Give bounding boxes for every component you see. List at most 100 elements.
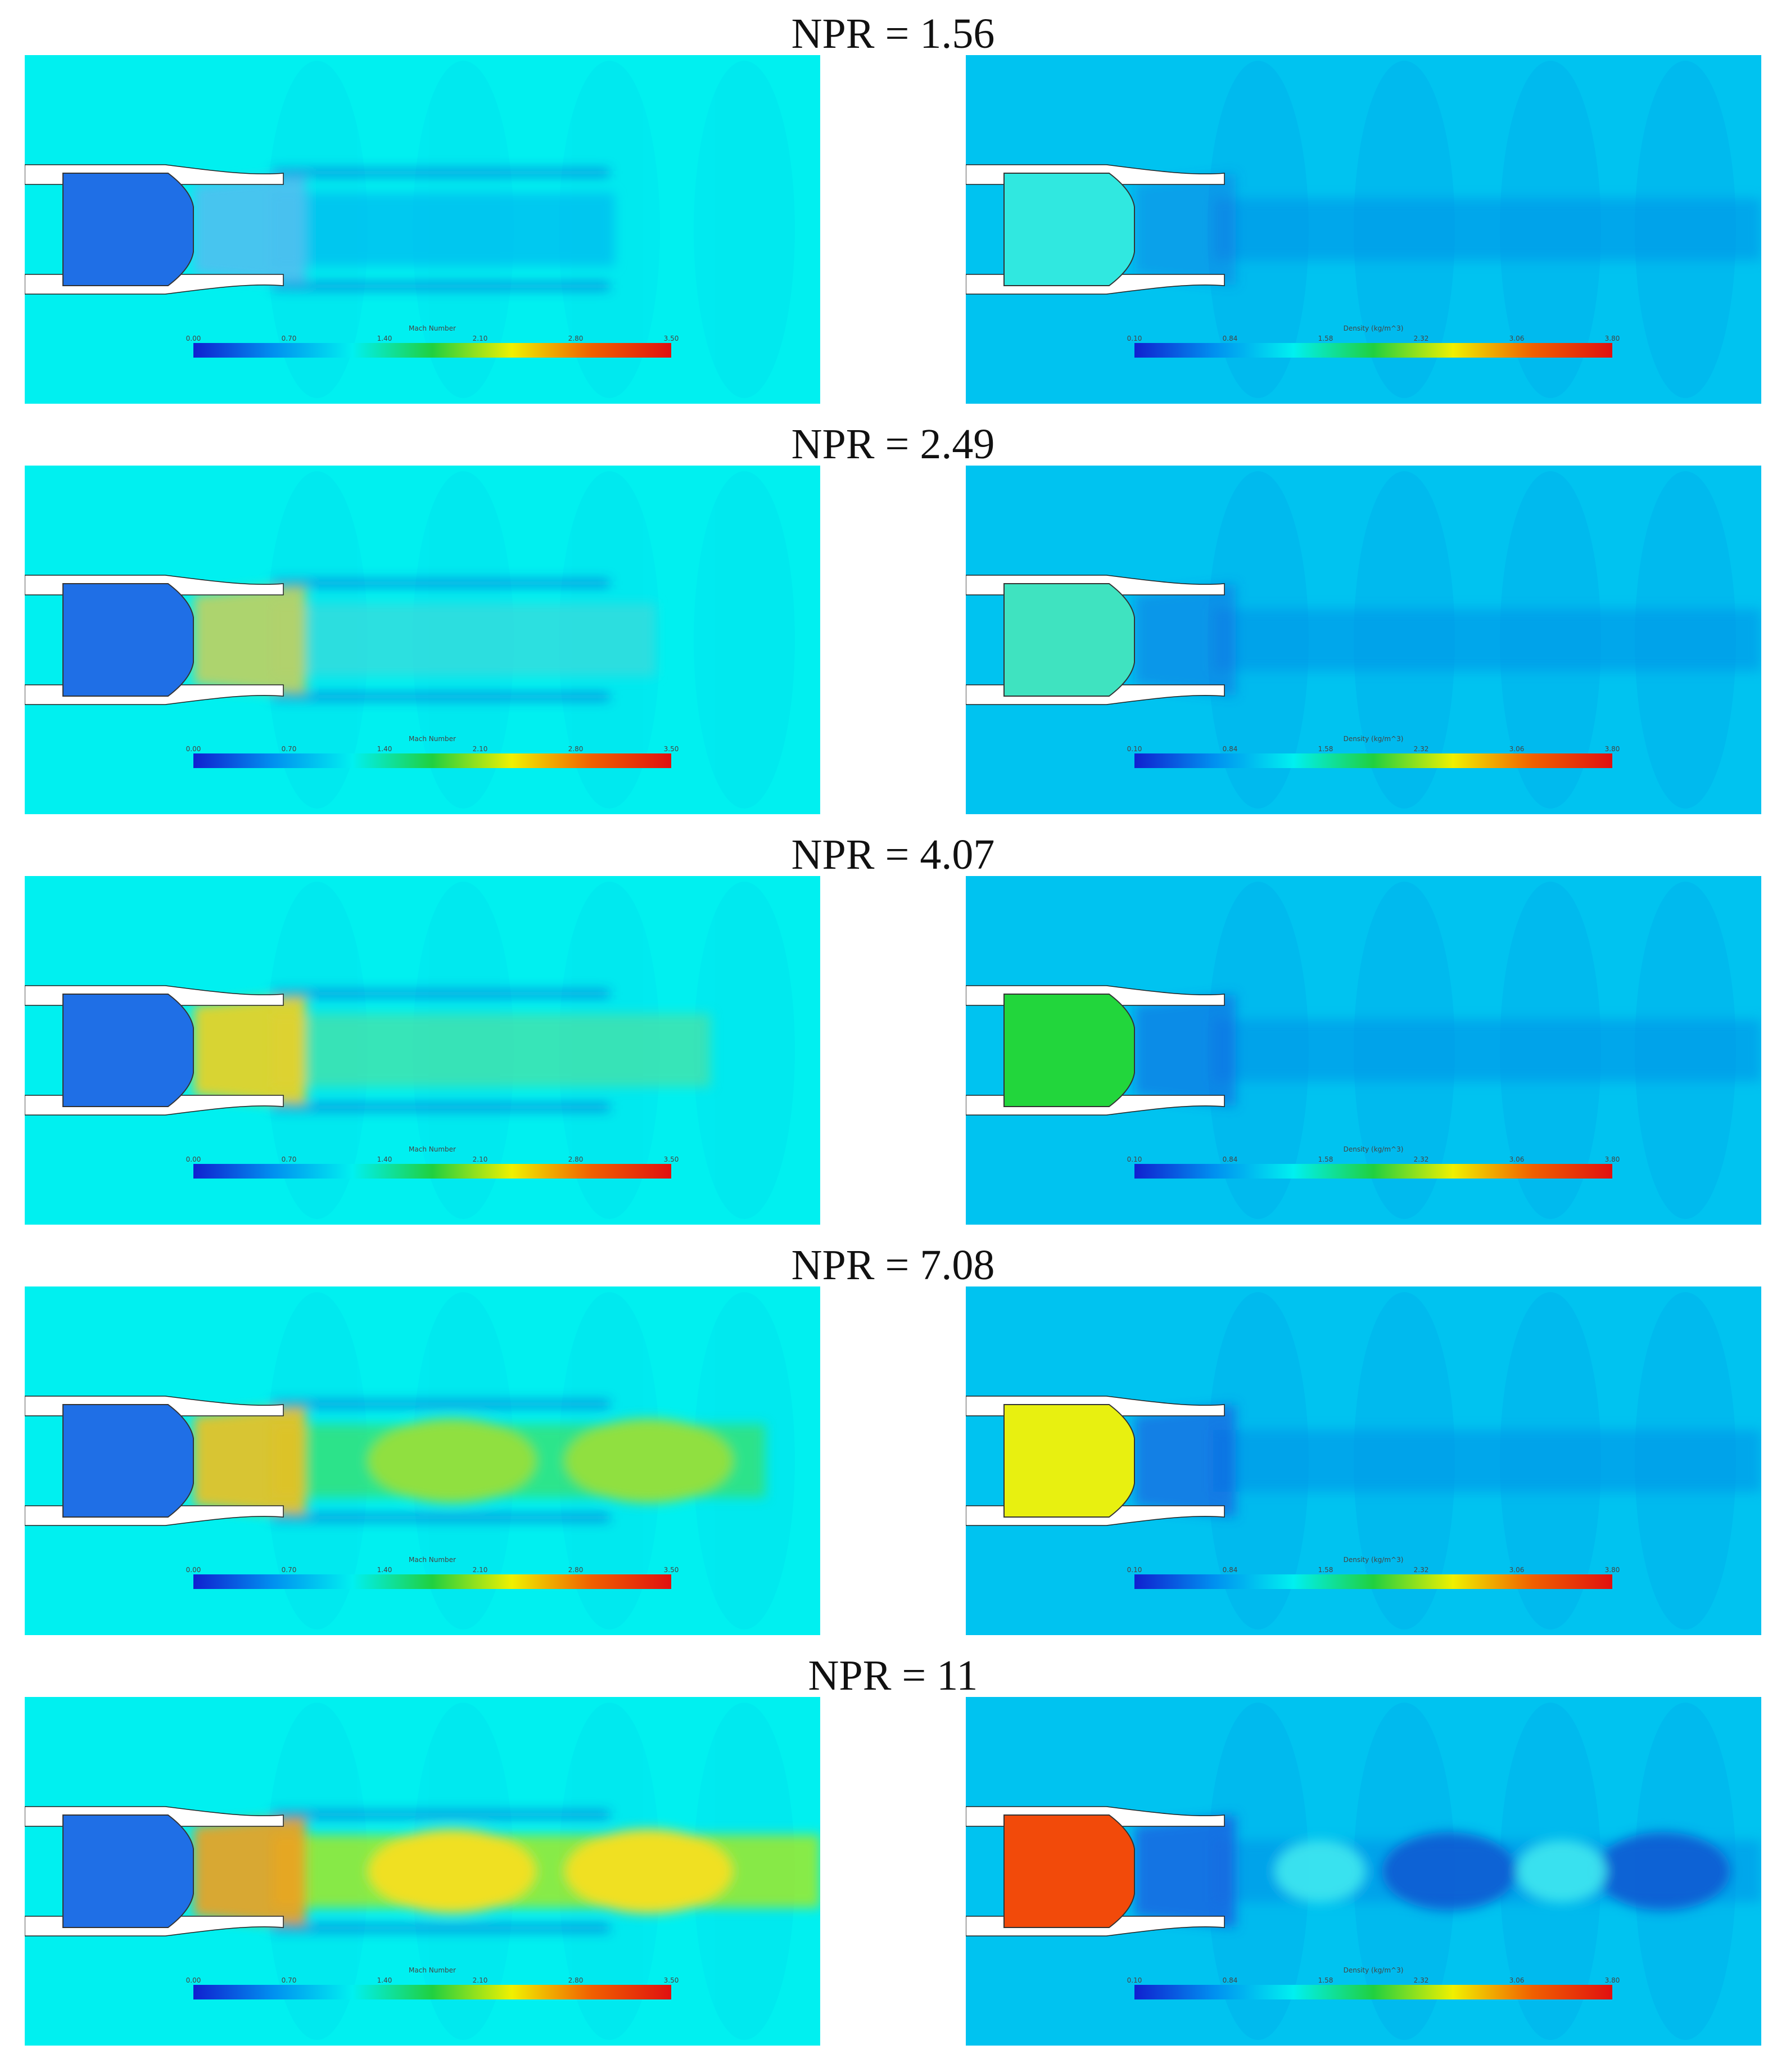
colorbar-tick-label: 0.00 bbox=[186, 335, 201, 342]
colorbar-tick-label: 3.50 bbox=[664, 335, 679, 342]
colorbar-title: Density (kg/m^3) bbox=[1344, 1966, 1404, 1974]
colorbar-tick-label: 1.58 bbox=[1318, 1976, 1333, 1984]
colorbar-tick-label: 1.58 bbox=[1318, 745, 1333, 753]
colorbar-gradient bbox=[1134, 1574, 1612, 1589]
plenum-chamber bbox=[1003, 994, 1135, 1107]
colorbar-tick-label: 3.80 bbox=[1605, 1155, 1620, 1163]
plenum-chamber bbox=[62, 583, 194, 697]
colorbar-tick-label: 0.10 bbox=[1127, 1155, 1142, 1163]
colorbar-tick-label: 0.00 bbox=[186, 745, 201, 753]
colorbar-title: Mach Number bbox=[409, 1556, 456, 1564]
colorbar-title: Density (kg/m^3) bbox=[1344, 1145, 1404, 1153]
density-contour-panel: Density (kg/m^3) 0.10 0.84 1.58 2.32 3.06 3.80 bbox=[966, 1286, 1761, 1635]
colorbar-gradient bbox=[193, 1985, 671, 1999]
plenum-chamber bbox=[1003, 1814, 1135, 1928]
colorbar-tick-label: 3.06 bbox=[1509, 335, 1525, 342]
colorbar-tick-label: 1.58 bbox=[1318, 1155, 1333, 1163]
colorbar-tick-label: 2.10 bbox=[473, 335, 488, 342]
colorbar-title: Mach Number bbox=[409, 1145, 456, 1153]
colorbar-title: Density (kg/m^3) bbox=[1344, 324, 1404, 332]
colorbar-tick-label: 2.10 bbox=[473, 1976, 488, 1984]
colorbar-tick-label: 2.32 bbox=[1414, 1976, 1429, 1984]
mach-contour-panel: Mach Number 0.00 0.70 1.40 2.10 2.80 3.50 bbox=[25, 1697, 820, 2046]
colorbar-tick-label: 1.40 bbox=[377, 335, 392, 342]
npr-label: NPR = 4.07 bbox=[791, 831, 995, 878]
colorbar-tick-label: 0.70 bbox=[282, 745, 297, 753]
colorbar-tick-label: 1.58 bbox=[1318, 335, 1333, 342]
npr-label: NPR = 2.49 bbox=[791, 421, 995, 468]
plenum-chamber bbox=[62, 1814, 194, 1928]
density-colorbar: Density (kg/m^3) 0.10 0.84 1.58 2.32 3.06 3.80 bbox=[1127, 1556, 1620, 1589]
jet-plume bbox=[193, 169, 615, 290]
colorbar-tick-label: 0.10 bbox=[1127, 745, 1142, 753]
mach-contour-panel: Mach Number 0.00 0.70 1.40 2.10 2.80 3.50 bbox=[25, 1286, 820, 1635]
colorbar-tick-label: 3.06 bbox=[1509, 1155, 1525, 1163]
jet-plume bbox=[1134, 1405, 1761, 1517]
plenum-chamber bbox=[1003, 583, 1135, 697]
colorbar-gradient bbox=[193, 1574, 671, 1589]
density-contour-panel: Density (kg/m^3) 0.10 0.84 1.58 2.32 3.06 3.80 bbox=[966, 466, 1761, 814]
colorbar-title: Mach Number bbox=[409, 735, 456, 743]
mach-colorbar: Mach Number 0.00 0.70 1.40 2.10 2.80 3.50 bbox=[186, 1966, 679, 1999]
colorbar-tick-label: 3.80 bbox=[1605, 1976, 1620, 1984]
colorbar-tick-label: 0.84 bbox=[1223, 1566, 1238, 1574]
colorbar-title: Density (kg/m^3) bbox=[1344, 1556, 1404, 1564]
colorbar-tick-label: 0.84 bbox=[1223, 1155, 1238, 1163]
colorbar-tick-label: 3.50 bbox=[664, 1566, 679, 1574]
density-colorbar: Density (kg/m^3) 0.10 0.84 1.58 2.32 3.06 3.80 bbox=[1127, 1145, 1620, 1179]
npr-label: NPR = 1.56 bbox=[791, 10, 995, 57]
density-contour-panel: Density (kg/m^3) 0.10 0.84 1.58 2.32 3.06 3.80 bbox=[966, 55, 1761, 404]
npr-label: NPR = 11 bbox=[808, 1652, 978, 1699]
jet-plume bbox=[193, 579, 656, 701]
colorbar-tick-label: 2.32 bbox=[1414, 745, 1429, 753]
colorbar-tick-label: 1.58 bbox=[1318, 1566, 1333, 1574]
colorbar-tick-label: 0.00 bbox=[186, 1976, 201, 1984]
colorbar-tick-label: 3.80 bbox=[1605, 745, 1620, 753]
colorbar-tick-label: 2.80 bbox=[568, 1566, 584, 1574]
colorbar-tick-label: 0.00 bbox=[186, 1566, 201, 1574]
colorbar-tick-label: 1.40 bbox=[377, 1976, 392, 1984]
mach-contour-panel: Mach Number 0.00 0.70 1.40 2.10 2.80 3.50 bbox=[25, 55, 820, 404]
colorbar-tick-label: 2.32 bbox=[1414, 1566, 1429, 1574]
colorbar-tick-label: 2.80 bbox=[568, 1155, 584, 1163]
colorbar-gradient bbox=[193, 753, 671, 768]
colorbar-tick-label: 3.50 bbox=[664, 1976, 679, 1984]
colorbar-tick-label: 3.06 bbox=[1509, 745, 1525, 753]
mach-contour-panel: Mach Number 0.00 0.70 1.40 2.10 2.80 3.50 bbox=[25, 466, 820, 814]
colorbar-tick-label: 3.50 bbox=[664, 745, 679, 753]
jet-plume bbox=[193, 1811, 820, 1932]
colorbar-tick-label: 0.70 bbox=[282, 1976, 297, 1984]
colorbar-tick-label: 2.80 bbox=[568, 745, 584, 753]
plenum-chamber bbox=[62, 1404, 194, 1518]
colorbar-gradient bbox=[193, 343, 671, 358]
colorbar-tick-label: 1.40 bbox=[377, 745, 392, 753]
mach-colorbar: Mach Number 0.00 0.70 1.40 2.10 2.80 3.50 bbox=[186, 1556, 679, 1589]
colorbar-gradient bbox=[1134, 343, 1612, 358]
jet-plume bbox=[1134, 1815, 1761, 1927]
colorbar-gradient bbox=[1134, 753, 1612, 768]
plenum-chamber bbox=[1003, 173, 1135, 286]
density-colorbar: Density (kg/m^3) 0.10 0.84 1.58 2.32 3.06 3.80 bbox=[1127, 1966, 1620, 1999]
colorbar-tick-label: 1.40 bbox=[377, 1566, 392, 1574]
jet-plume bbox=[193, 990, 711, 1111]
mach-colorbar: Mach Number 0.00 0.70 1.40 2.10 2.80 3.50 bbox=[186, 735, 679, 768]
colorbar-tick-label: 0.10 bbox=[1127, 335, 1142, 342]
npr-label: NPR = 7.08 bbox=[791, 1242, 995, 1289]
jet-plume bbox=[1134, 173, 1761, 286]
colorbar-tick-label: 2.32 bbox=[1414, 335, 1429, 342]
colorbar-tick-label: 0.84 bbox=[1223, 1976, 1238, 1984]
colorbar-tick-label: 3.06 bbox=[1509, 1566, 1525, 1574]
colorbar-tick-label: 0.00 bbox=[186, 1155, 201, 1163]
jet-plume bbox=[1134, 584, 1761, 696]
jet-plume bbox=[1134, 994, 1761, 1107]
colorbar-tick-label: 2.80 bbox=[568, 1976, 584, 1984]
plenum-chamber bbox=[62, 173, 194, 286]
colorbar-tick-label: 0.10 bbox=[1127, 1566, 1142, 1574]
colorbar-tick-label: 0.10 bbox=[1127, 1976, 1142, 1984]
mach-colorbar: Mach Number 0.00 0.70 1.40 2.10 2.80 3.50 bbox=[186, 324, 679, 358]
colorbar-tick-label: 2.10 bbox=[473, 1155, 488, 1163]
colorbar-tick-label: 0.84 bbox=[1223, 745, 1238, 753]
density-colorbar: Density (kg/m^3) 0.10 0.84 1.58 2.32 3.06 3.80 bbox=[1127, 324, 1620, 358]
colorbar-tick-label: 3.50 bbox=[664, 1155, 679, 1163]
density-colorbar: Density (kg/m^3) 0.10 0.84 1.58 2.32 3.06 3.80 bbox=[1127, 735, 1620, 768]
